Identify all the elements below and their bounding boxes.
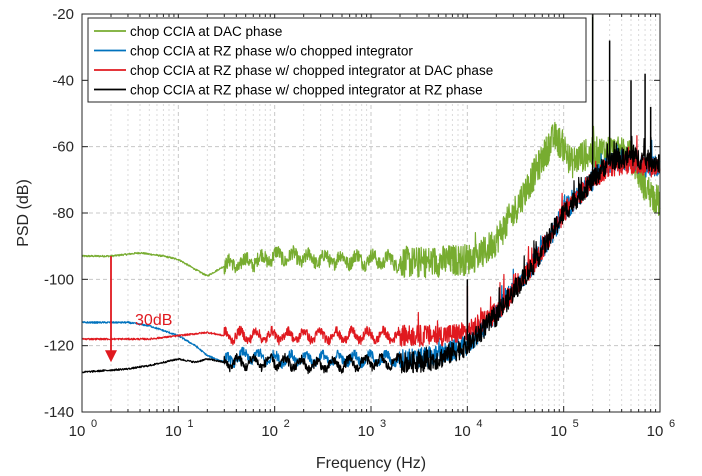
x-tick-exponent: 1 [187, 418, 193, 430]
y-tick-label: -100 [44, 271, 74, 288]
series-line [81, 121, 661, 279]
annotation-text: 30dB [135, 312, 172, 329]
annotation: 30dB [104, 256, 172, 363]
x-tick-exponent: 0 [91, 418, 97, 430]
annotation-arrowhead [104, 350, 117, 363]
legend-item-label: chop CCIA at DAC phase [130, 24, 282, 39]
series-group [81, 14, 661, 375]
y-tick-label: -80 [52, 205, 74, 222]
legend-item-label: chop CCIA at RZ phase w/ chopped integra… [130, 63, 493, 78]
y-axis-label: PSD (dB) [15, 179, 32, 247]
x-tick-exponent: 3 [380, 418, 386, 430]
legend-item-label: chop CCIA at RZ phase w/ chopped integra… [130, 83, 483, 98]
x-tick-exponent: 5 [573, 418, 579, 430]
x-tick-label: 10 [165, 423, 182, 440]
x-tick-exponent: 6 [669, 418, 675, 430]
y-tick-label: -140 [44, 404, 74, 421]
x-tick-label: 10 [454, 423, 471, 440]
y-tick-label: -60 [52, 139, 74, 156]
x-tick-label: 10 [261, 423, 278, 440]
legend: chop CCIA at DAC phase chop CCIA at RZ ph… [87, 17, 587, 103]
series-line [81, 135, 661, 375]
x-tick-exponent: 4 [476, 418, 482, 430]
x-tick-label: 10 [550, 423, 567, 440]
x-axis-label: Frequency (Hz) [316, 455, 426, 472]
y-tick-label: -40 [52, 72, 74, 89]
legend-box [87, 17, 587, 103]
y-tick-label: -20 [52, 6, 74, 23]
x-tick-label: 10 [358, 423, 375, 440]
x-tick-label: 10 [647, 423, 664, 440]
y-tick-label: -120 [44, 338, 74, 355]
legend-item-label: chop CCIA at RZ phase w/o chopped integr… [130, 44, 413, 59]
x-tick-exponent: 2 [284, 418, 290, 430]
x-tick-label: 10 [69, 423, 86, 440]
axes [81, 13, 661, 413]
